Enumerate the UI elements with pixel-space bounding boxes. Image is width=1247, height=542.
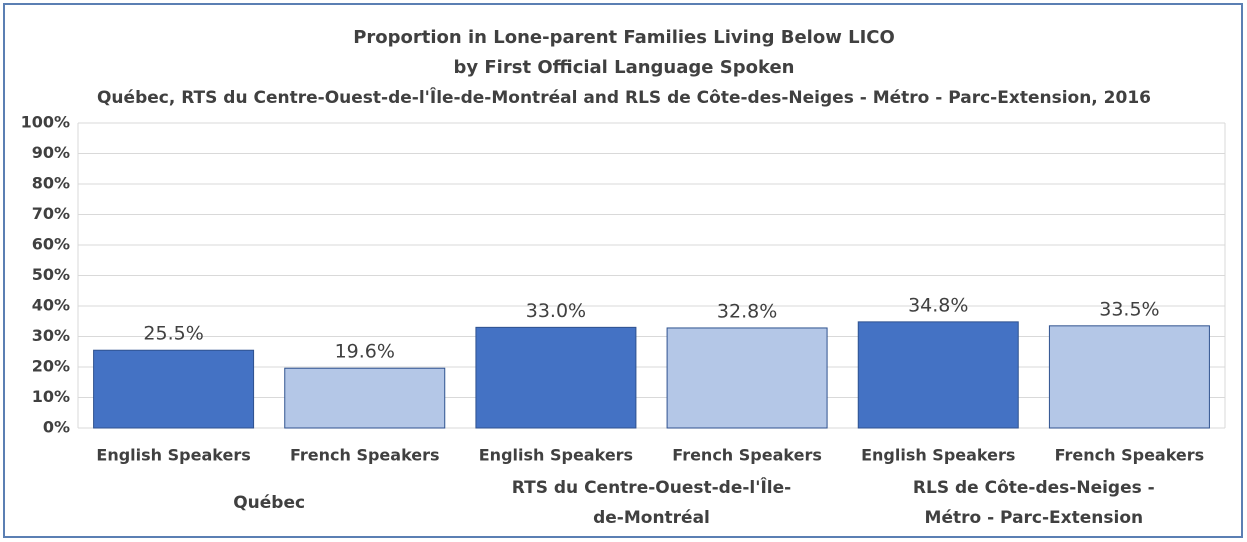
- bar: [93, 349, 255, 429]
- x-tick-label: French Speakers: [672, 446, 822, 465]
- bar: [475, 326, 637, 429]
- bar: [284, 367, 446, 429]
- y-tick-label: 60%: [32, 235, 70, 254]
- value-label: 32.8%: [717, 300, 777, 322]
- y-tick-label: 20%: [32, 357, 70, 376]
- x-tick-label: English Speakers: [861, 446, 1015, 465]
- bar: [857, 321, 1019, 429]
- y-tick-label: 10%: [32, 387, 70, 406]
- y-tick-label: 0%: [43, 418, 70, 437]
- group-label: de-Montréal: [593, 508, 710, 528]
- value-label: 33.0%: [526, 300, 586, 322]
- x-tick-label: English Speakers: [479, 446, 633, 465]
- x-tick-label: French Speakers: [290, 446, 440, 465]
- group-label: Métro - Parc-Extension: [925, 508, 1144, 528]
- value-label: 34.8%: [908, 294, 968, 316]
- y-tick-label: 80%: [32, 174, 70, 193]
- x-tick-label: English Speakers: [96, 446, 250, 465]
- group-label: RTS du Centre-Ouest-de-l'Île-: [512, 476, 791, 498]
- bar: [666, 327, 828, 429]
- group-label: RLS de Côte-des-Neiges -: [913, 478, 1155, 498]
- chart-title: Proportion in Lone-parent Families Livin…: [353, 27, 895, 48]
- y-tick-label: 30%: [32, 326, 70, 345]
- y-tick-label: 40%: [32, 296, 70, 315]
- chart-title: by First Official Language Spoken: [454, 57, 795, 78]
- value-label: 25.5%: [143, 323, 203, 345]
- y-tick-label: 70%: [32, 204, 70, 223]
- y-tick-label: 50%: [32, 265, 70, 284]
- chart-title: Québec, RTS du Centre-Ouest-de-l'Île-de-…: [97, 86, 1151, 108]
- value-label: 19.6%: [335, 341, 395, 363]
- group-label: Québec: [233, 493, 305, 513]
- bar: [1048, 325, 1210, 429]
- chart-frame: [3, 3, 1243, 538]
- y-tick-label: 100%: [21, 113, 70, 132]
- y-tick-label: 90%: [32, 143, 70, 162]
- x-tick-label: French Speakers: [1055, 446, 1205, 465]
- value-label: 33.5%: [1099, 298, 1159, 320]
